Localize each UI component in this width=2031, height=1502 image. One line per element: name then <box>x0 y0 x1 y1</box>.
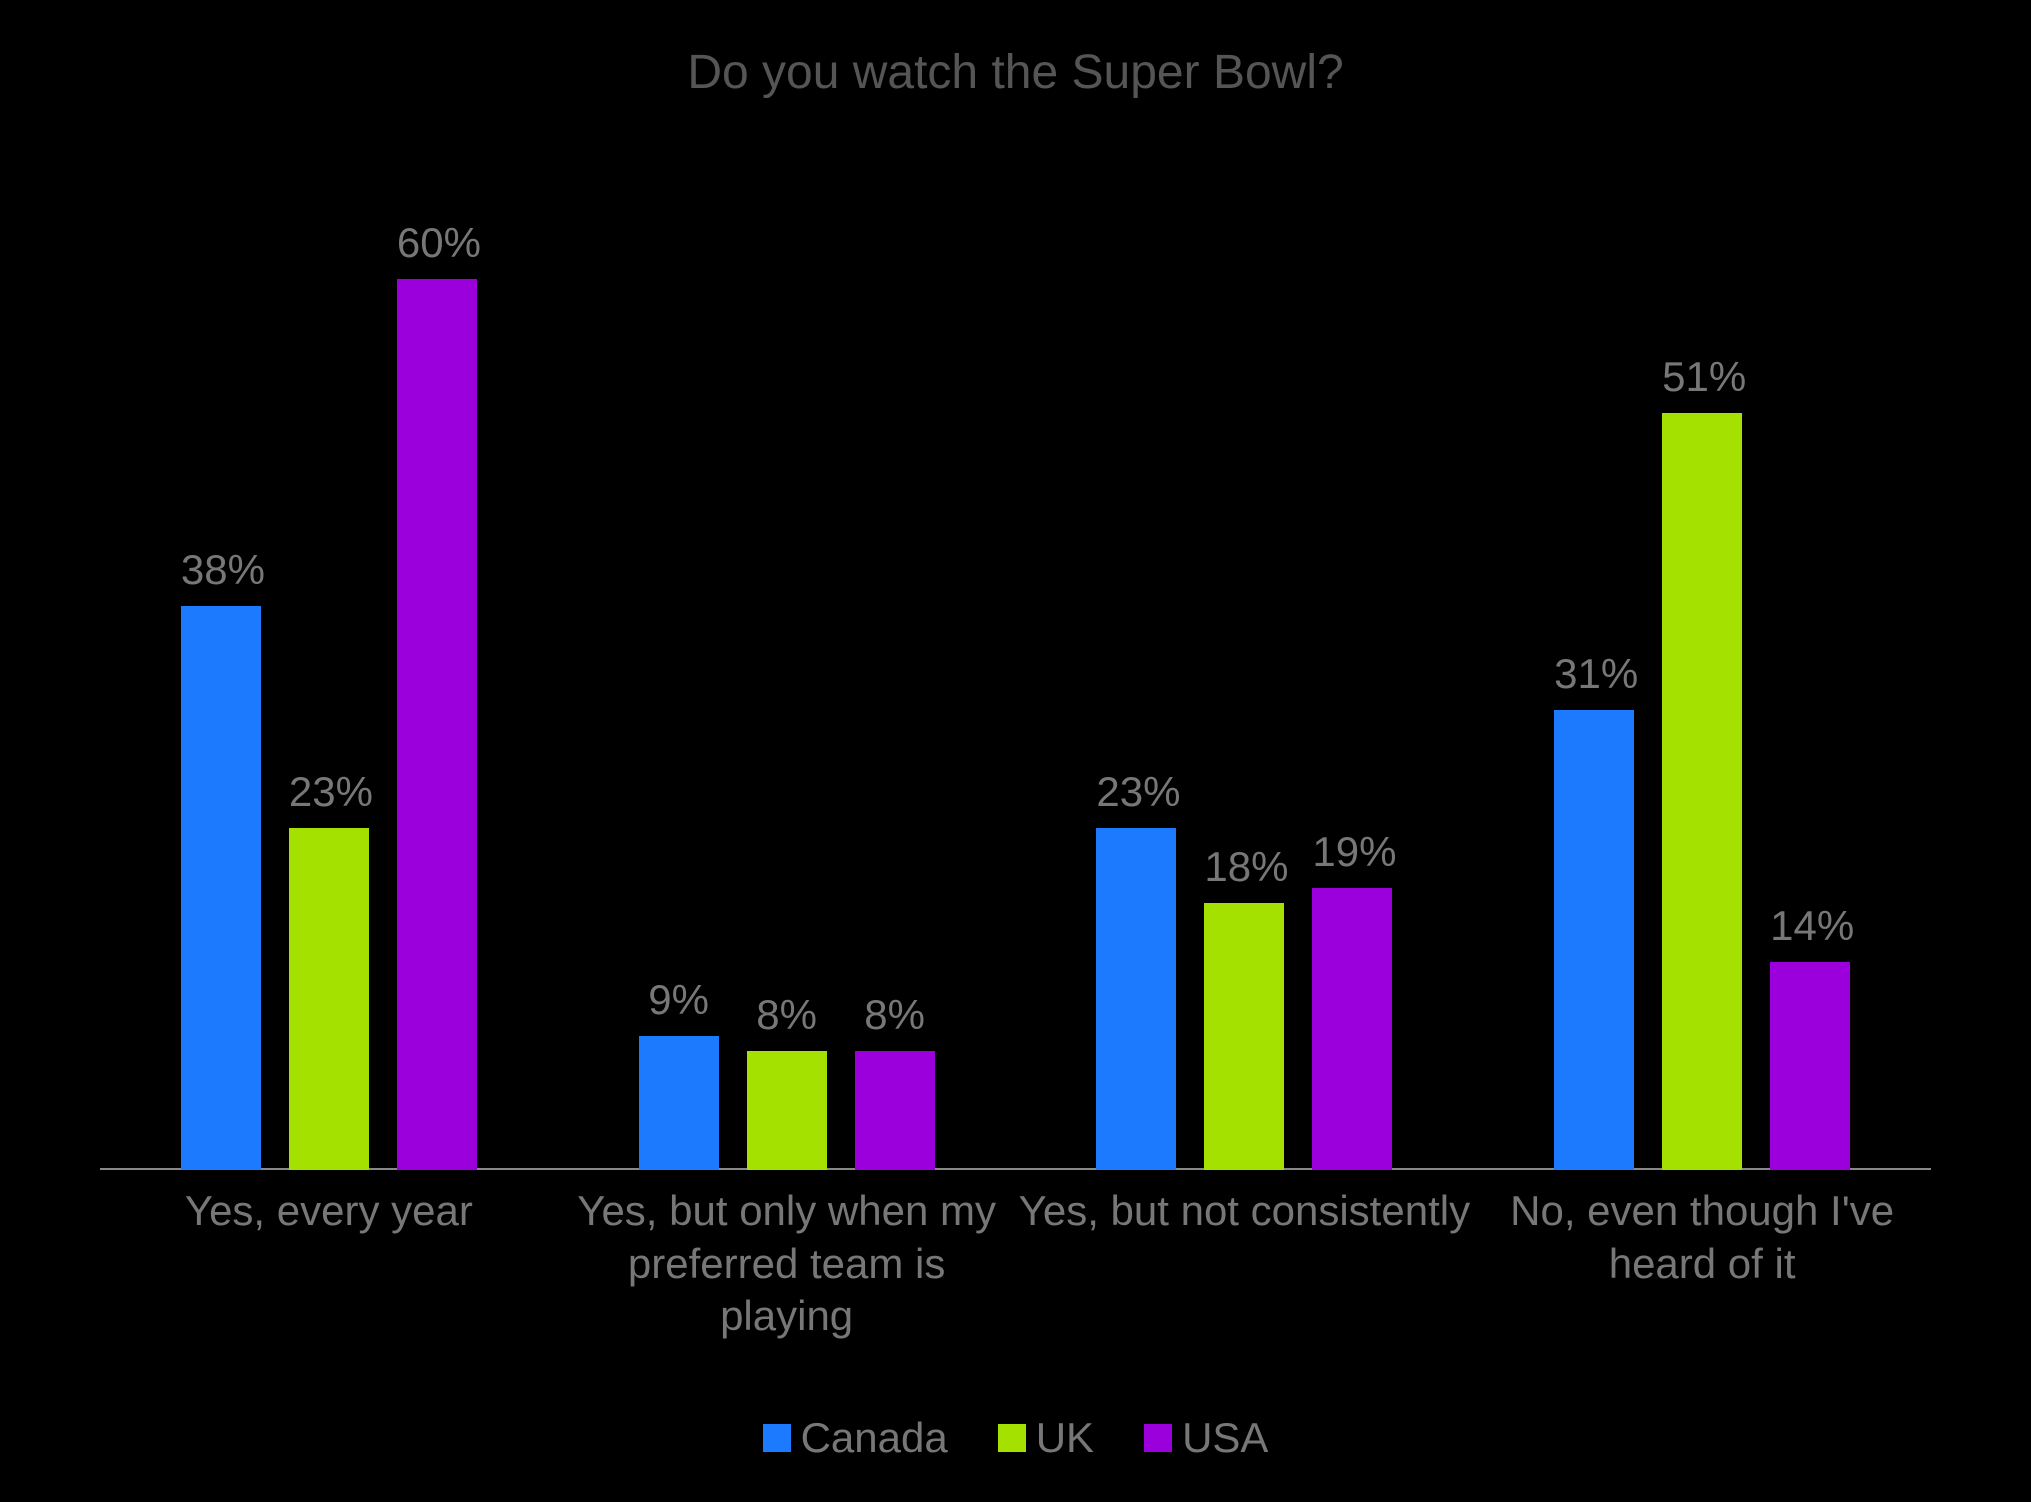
bar-value-label: 23% <box>289 768 369 816</box>
bar-value-label: 19% <box>1312 828 1392 876</box>
bar: 8% <box>855 1051 935 1170</box>
bar-group: 23% 18% 19% <box>1016 160 1474 1170</box>
legend-item: USA <box>1144 1414 1268 1462</box>
bar: 31% <box>1554 710 1634 1170</box>
bar-group: 9%8%8% <box>558 160 1016 1170</box>
bar: 51% <box>1662 413 1742 1171</box>
bar-value-label: 23% <box>1096 768 1176 816</box>
legend-item: Canada <box>763 1414 948 1462</box>
bar: 9% <box>639 1036 719 1170</box>
chart-container: Do you watch the Super Bowl? 38% 23% 60% 9%… <box>0 0 2031 1502</box>
bar-value-label: 14% <box>1770 902 1850 950</box>
chart-title: Do you watch the Super Bowl? <box>0 0 2031 100</box>
category-label: Yes, but only when my preferred team is … <box>558 1185 1016 1343</box>
bar: 23% <box>289 828 369 1170</box>
bar-value-label: 8% <box>855 991 935 1039</box>
bar: 23% <box>1096 828 1176 1170</box>
bar: 14% <box>1770 962 1850 1170</box>
bar: 19% <box>1312 888 1392 1170</box>
legend-label: Canada <box>801 1414 948 1462</box>
bar-value-label: 51% <box>1662 353 1742 401</box>
bar-value-label: 38% <box>181 546 261 594</box>
bar-value-label: 18% <box>1204 843 1284 891</box>
legend-swatch <box>763 1424 791 1452</box>
bar: 18% <box>1204 903 1284 1170</box>
plot-area: 38%23%60%9%8%8%23%18%19%31%51%14% <box>100 160 1931 1170</box>
category-label: Yes, every year <box>100 1185 558 1238</box>
bar: 60% <box>397 279 477 1170</box>
bar-value-label: 60% <box>397 219 477 267</box>
legend-swatch <box>1144 1424 1172 1452</box>
bar-group: 38% 23% 60% <box>100 160 558 1170</box>
bar-value-label: 9% <box>639 976 719 1024</box>
legend-label: USA <box>1182 1414 1268 1462</box>
bar: 38% <box>181 606 261 1170</box>
category-label: Yes, but not consistently <box>1016 1185 1474 1238</box>
bar-group: 31% 51% 14% <box>1473 160 1931 1170</box>
bar-value-label: 8% <box>747 991 827 1039</box>
category-label: No, even though I've heard of it <box>1473 1185 1931 1290</box>
bar-value-label: 31% <box>1554 650 1634 698</box>
legend-label: UK <box>1036 1414 1094 1462</box>
legend-swatch <box>998 1424 1026 1452</box>
legend: Canada UK USA <box>0 1414 2031 1462</box>
bar: 8% <box>747 1051 827 1170</box>
legend-item: UK <box>998 1414 1094 1462</box>
